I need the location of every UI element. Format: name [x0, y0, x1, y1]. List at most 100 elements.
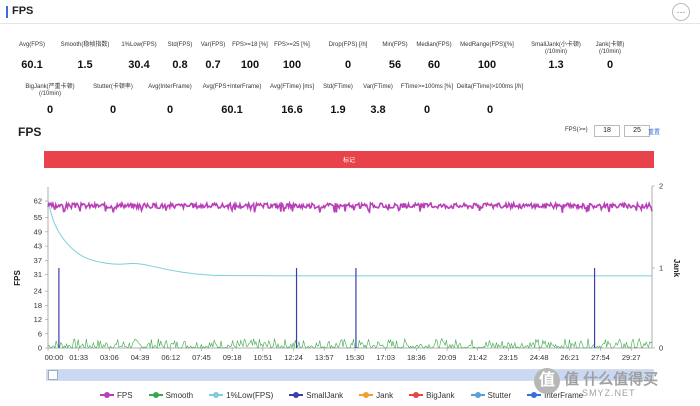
fps-threshold-label: FPS(>=) — [565, 127, 588, 133]
stat-label: BigJank(严重卡顿) (/10min) — [25, 84, 75, 97]
series-fps — [47, 200, 653, 215]
watermark-text: 值 什么值得买 — [564, 371, 659, 388]
legend-item-jank[interactable]: Jank — [359, 388, 393, 402]
stat-r1-9: Median(FPS) 60 — [399, 42, 469, 71]
legend-swatch — [470, 392, 485, 398]
legend-item-bigjank[interactable]: BigJank — [409, 388, 455, 402]
legend-swatch — [289, 392, 304, 398]
stat-r2-4: Avg(FTime) [ms] 16.6 — [257, 84, 327, 116]
y-tick-label: 12 — [34, 315, 42, 324]
page-title: FPS — [12, 5, 34, 17]
chart-legend: FPS Smooth 1%Low(FPS) SmallJank Jank BigJank S… — [100, 388, 583, 402]
y-right-tick-label: 2 — [659, 182, 663, 191]
stat-value: 0 — [109, 104, 117, 116]
fps-chart[interactable]: 62 55 49 43 37 31 24 18 12 6 0 FPS 2 1 0 Jank 00:00 01:33… — [0, 176, 700, 366]
stat-r1-2: 1%Low(FPS) 30.4 — [104, 42, 174, 71]
x-tick-label: 10:51 — [253, 353, 272, 362]
stat-r2-2: Avg(InterFrame) 0 — [135, 84, 205, 116]
x-tick-label: 26:21 — [560, 353, 579, 362]
x-tick-label: 21:42 — [468, 353, 487, 362]
stat-value: 100 — [240, 59, 260, 71]
legend-label: Stutter — [487, 390, 512, 400]
zoom-slider[interactable] — [46, 369, 654, 381]
stat-label: 1%Low(FPS) — [121, 42, 157, 48]
stat-r2-0: BigJank(严重卡顿) (/10min) 0 — [15, 84, 85, 116]
zoom-slider-range[interactable] — [47, 370, 653, 380]
y-tick-label: 18 — [34, 301, 42, 310]
x-tick-label: 07:45 — [192, 353, 211, 362]
y-tick-label: 31 — [34, 270, 42, 279]
legend-swatch — [209, 392, 224, 398]
stat-r1-7: Drop(FPS) [/h] 0 — [313, 42, 383, 71]
marker-bar[interactable]: 标记 — [44, 151, 654, 168]
y-axis-left-label: FPS — [13, 270, 22, 286]
fps-threshold-input-1[interactable]: 18 — [594, 125, 620, 137]
stat-label: Avg(InterFrame) — [148, 84, 192, 90]
stat-value: 0.8 — [172, 59, 188, 71]
legend-item-stutter[interactable]: Stutter — [470, 388, 512, 402]
stat-r2-6: Var(FTime) 3.8 — [343, 84, 413, 116]
stat-value: 56 — [388, 59, 402, 71]
y-axis-right-label: Jank — [672, 259, 681, 278]
stat-value: 0.7 — [205, 59, 221, 71]
legend-label: BigJank — [426, 390, 455, 400]
x-tick-label: 04:39 — [131, 353, 150, 362]
stat-label: Avg(FTime) [ms] — [269, 84, 314, 90]
stat-value: 1.9 — [330, 104, 346, 116]
legend-item-1-low-fps-[interactable]: 1%Low(FPS) — [209, 388, 273, 402]
legend-label: InterFrame — [544, 390, 584, 400]
stat-label: Jank(卡顿) (/10min) — [595, 42, 625, 55]
stat-value: 0 — [166, 104, 174, 116]
x-tick-label: 06:12 — [161, 353, 180, 362]
stat-r1-10: MedRange(FPS)[%] 100 — [452, 42, 522, 71]
stat-label: Var(FTime) — [363, 84, 393, 90]
x-tick-label: 24:48 — [530, 353, 549, 362]
y-tick-label: 24 — [34, 287, 42, 296]
stat-r1-8: Min(FPS) 56 — [360, 42, 430, 71]
x-tick-label: 27:54 — [591, 353, 610, 362]
y-tick-label: 6 — [38, 329, 42, 338]
y-tick-label: 55 — [34, 213, 42, 222]
watermark: 值 值 什么值得买 SMYZ.NET — [530, 364, 700, 406]
zoom-slider-handle[interactable] — [48, 370, 58, 380]
x-tick-label: 29:27 — [622, 353, 641, 362]
stat-label: FTime>=100ms [%] — [400, 84, 454, 90]
fps-threshold-input-2[interactable]: 25 — [624, 125, 650, 137]
legend-label: 1%Low(FPS) — [226, 390, 274, 400]
legend-item-smalljank[interactable]: SmallJank — [289, 388, 343, 402]
reset-link[interactable]: 重置 — [648, 130, 661, 136]
stat-value: 0 — [486, 104, 494, 116]
stat-label: Smooth(稳帧指数) — [60, 42, 110, 48]
stat-r2-5: Std(FTime) 1.9 — [303, 84, 373, 116]
header-accent — [6, 6, 8, 18]
stat-value: 1.3 — [548, 59, 564, 71]
series-1-low — [47, 200, 653, 277]
legend-swatch — [148, 392, 163, 398]
x-tick-label: 13:57 — [315, 353, 334, 362]
legend-item-interframe[interactable]: InterFrame — [527, 388, 583, 402]
legend-swatch — [359, 392, 374, 398]
stat-label: SmallJank(小卡顿) (/10min) — [531, 42, 581, 55]
x-tick-label: 01:33 — [69, 353, 88, 362]
stat-r2-3: Avg(FPS+InterFrame) 60.1 — [197, 84, 267, 116]
watermark-sub: SMYZ.NET — [582, 388, 636, 398]
x-tick-label: 03:06 — [100, 353, 119, 362]
stat-value: 3.8 — [370, 104, 386, 116]
stat-r2-1: Stutter(卡顿率) 0 — [78, 84, 148, 116]
y-tick-label: 43 — [34, 242, 42, 251]
dots-menu-icon[interactable]: ⋯ — [672, 3, 690, 21]
legend-item-smooth[interactable]: Smooth — [148, 388, 193, 402]
stat-label: Std(FPS) — [167, 42, 193, 48]
stat-label: Std(FTime) — [323, 84, 353, 90]
stat-value: 16.6 — [281, 104, 303, 116]
y-tick-label: 49 — [34, 227, 42, 236]
stat-label: Drop(FPS) [/h] — [328, 42, 368, 48]
y-tick-label: 62 — [34, 197, 42, 206]
x-tick-label: 09:18 — [223, 353, 242, 362]
legend-item-fps[interactable]: FPS — [100, 388, 133, 402]
stat-value: 1.5 — [77, 59, 93, 71]
stat-r1-6: FPS>=25 [%] 100 — [257, 42, 327, 71]
stat-r2-7: FTime>=100ms [%] 0 — [392, 84, 462, 116]
stat-value: 60 — [427, 59, 441, 71]
stat-value: 0 — [606, 59, 614, 71]
